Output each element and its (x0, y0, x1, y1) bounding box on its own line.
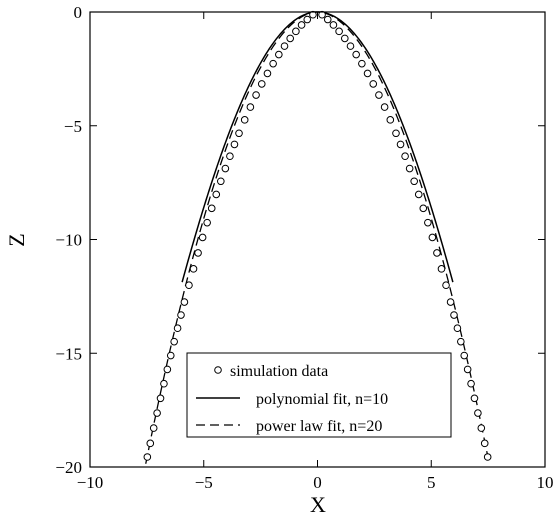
data-point (226, 152, 234, 161)
data-point (180, 298, 189, 306)
x-tick-label: 0 (313, 473, 322, 492)
data-point (263, 69, 272, 78)
data-point (252, 91, 260, 99)
data-point (401, 152, 409, 161)
legend-entry-polynomial: polynomial fit, n=10 (196, 391, 388, 408)
data-point (323, 15, 332, 24)
data-point (363, 69, 372, 78)
data-point (297, 21, 306, 29)
x-tick-label: 10 (537, 473, 554, 492)
data-point (396, 140, 405, 149)
y-tick-label: −5 (64, 117, 82, 136)
y-tick-label: −10 (55, 231, 82, 250)
data-point (177, 311, 185, 319)
data-point (221, 164, 230, 173)
data-point (419, 204, 428, 213)
legend-label-power-law: power law fit, n=20 (256, 418, 382, 435)
data-point (207, 204, 216, 213)
tick-labels: −10 −5 0 5 10 −20 −15 −10 −5 0 (55, 3, 553, 492)
data-point (358, 59, 366, 68)
data-point (450, 311, 458, 319)
data-point (269, 59, 277, 68)
data-point (474, 409, 482, 417)
data-point (280, 42, 289, 50)
data-point (457, 337, 465, 346)
legend: simulation data polynomial fit, n=10 pow… (186, 352, 452, 438)
legend-marker-circle (214, 366, 222, 374)
data-point (410, 177, 418, 186)
data-point (460, 351, 469, 360)
data-point (303, 15, 312, 24)
legend-entry-power-law: power law fit, n=20 (196, 418, 382, 435)
data-point (375, 91, 383, 99)
data-point (235, 129, 243, 138)
x-tick-label: −5 (195, 473, 213, 492)
simulation-data-markers (143, 10, 492, 461)
data-point (428, 233, 437, 242)
data-point (480, 439, 489, 448)
data-point (483, 453, 492, 461)
data-point (477, 424, 486, 432)
data-point (185, 281, 193, 290)
y-tick-label: −20 (55, 458, 82, 477)
data-point (380, 103, 389, 111)
data-point (442, 281, 450, 290)
data-point (240, 116, 249, 124)
data-point (194, 249, 202, 257)
y-tick-label: −15 (55, 344, 82, 363)
data-point (329, 21, 338, 29)
data-point (143, 453, 152, 461)
polynomial-fit-curve (181, 11, 454, 283)
data-point (446, 298, 455, 306)
x-tick-label: −10 (77, 473, 104, 492)
legend-label-polynomial: polynomial fit, n=10 (256, 391, 388, 408)
y-tick-label: 0 (74, 3, 83, 22)
data-point (467, 379, 475, 388)
data-point (153, 409, 161, 417)
data-point (453, 324, 462, 333)
data-point (217, 177, 225, 186)
data-point (424, 218, 432, 227)
data-point (189, 265, 198, 273)
data-point (386, 116, 395, 124)
data-point (292, 27, 300, 36)
data-point (335, 27, 343, 36)
data-point (160, 379, 168, 388)
x-tick-label: 5 (427, 473, 436, 492)
data-point (212, 190, 221, 199)
data-point (470, 394, 479, 403)
x-axis-label: X (310, 492, 326, 517)
data-point (275, 50, 283, 59)
data-point (246, 103, 255, 111)
data-point (463, 365, 472, 374)
data-point (257, 80, 266, 88)
data-point (369, 80, 378, 88)
data-point (405, 164, 414, 173)
data-point (414, 190, 423, 199)
y-axis-label: Z (4, 233, 29, 246)
legend-entry-simulation: simulation data (214, 363, 328, 380)
data-point (341, 34, 349, 43)
data-point (170, 337, 178, 346)
data-point (156, 394, 165, 403)
data-point (230, 140, 239, 149)
data-point (149, 424, 158, 432)
data-point (437, 265, 446, 273)
data-point (146, 439, 155, 448)
legend-label-simulation: simulation data (230, 363, 328, 380)
data-point (352, 50, 360, 59)
data-point (286, 34, 295, 43)
data-point (203, 218, 211, 227)
axis-ticks (89, 11, 546, 468)
data-point (346, 42, 355, 50)
data-point (392, 129, 400, 138)
legend-box (186, 352, 452, 438)
data-point (166, 351, 175, 360)
data-point (163, 365, 172, 374)
data-point (173, 324, 182, 333)
data-point (198, 233, 207, 242)
data-point (433, 249, 441, 257)
